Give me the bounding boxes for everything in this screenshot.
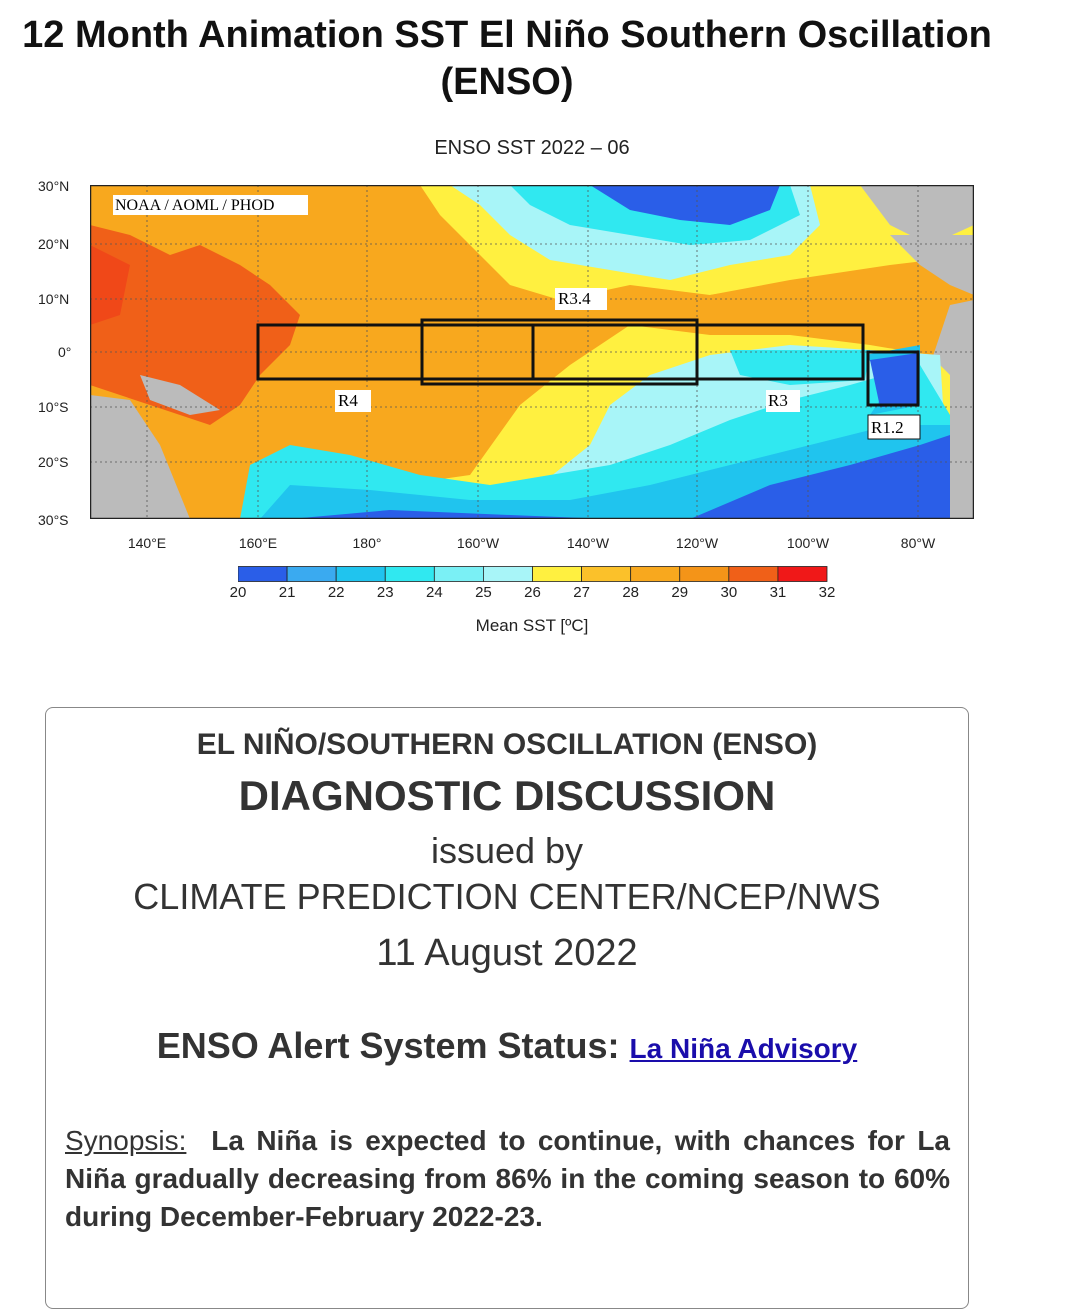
colorbar-tick: 23 — [376, 584, 394, 601]
lat-label: 30°N — [38, 178, 70, 194]
colorbar-tick: 31 — [769, 584, 787, 601]
colorbar-segment — [238, 566, 288, 582]
colorbar-segment — [630, 566, 681, 582]
colorbar-tick: 24 — [425, 584, 443, 601]
lat-label: 20°S — [38, 454, 69, 470]
colorbar-tick: 20 — [229, 584, 247, 601]
la-nina-advisory-link[interactable]: La Niña Advisory — [629, 1033, 858, 1064]
region-label-r34: R3.4 — [558, 289, 591, 308]
credit-label: NOAA / AOML / PHOD — [115, 197, 274, 214]
colorbar-segment — [335, 566, 386, 582]
lon-label: 120°W — [675, 535, 719, 551]
colorbar-segment — [384, 566, 435, 582]
card-heading: EL NIÑO/SOUTHERN OSCILLATION (ENSO) — [196, 728, 818, 761]
region-box-r34 — [420, 318, 699, 386]
region-label-r3: R3 — [768, 391, 788, 410]
colorbar-segment — [286, 566, 337, 582]
colorbar-segment — [532, 566, 582, 582]
colorbar-tick: 22 — [327, 584, 345, 601]
colorbar-segment — [728, 566, 779, 582]
synopsis: Synopsis: La Niña is expected to continu… — [65, 1122, 950, 1236]
colorbar-tick: 21 — [278, 584, 296, 601]
colorbar-tick: 29 — [671, 584, 689, 601]
lon-label: 160°E — [238, 535, 278, 551]
lat-label: 20°N — [38, 236, 70, 252]
colorbar-segment — [483, 566, 533, 582]
colorbar-tick: 30 — [720, 584, 738, 601]
synopsis-text: La Niña is expected to continue, with ch… — [65, 1125, 950, 1232]
colorbar-tick: 28 — [622, 584, 639, 601]
lon-label: 140°E — [127, 535, 167, 551]
lon-label: 80°W — [900, 535, 936, 551]
colorbar-segment — [679, 566, 730, 582]
colorbar-segment — [433, 566, 484, 582]
alert-status: ENSO Alert System Status: La Niña Adviso… — [45, 1025, 969, 1067]
colorbar-segment — [777, 566, 828, 582]
lon-label: 140°W — [566, 535, 610, 551]
colorbar-tick: 26 — [524, 584, 541, 601]
lat-label: 0° — [58, 344, 72, 360]
lon-label: 100°W — [786, 535, 830, 551]
lon-label: 160°W — [456, 535, 500, 551]
figure-title: ENSO SST 2022 – 06 — [434, 137, 630, 159]
colorbar — [238, 566, 828, 582]
lat-label: 10°S — [38, 399, 69, 415]
region-label-r4: R4 — [338, 391, 358, 410]
alert-label: ENSO Alert System Status: — [156, 1025, 620, 1066]
issued-by: issued by — [430, 830, 584, 871]
synopsis-label[interactable]: Synopsis: — [65, 1125, 187, 1156]
colorbar-segment — [581, 566, 632, 582]
sst-map: NOAA / AOML / PHOD R4 R3.4 R3 R1.2 — [90, 185, 974, 519]
issue-date: 11 August 2022 — [376, 932, 638, 974]
colorbar-tick: 32 — [818, 584, 836, 601]
region-box-r12 — [866, 350, 920, 407]
lat-label: 30°S — [38, 512, 69, 528]
colorbar-label: Mean SST [ºC] — [475, 616, 589, 635]
region-box-r3 — [531, 323, 865, 381]
colorbar-tick: 27 — [573, 584, 590, 601]
region-label-r12: R1.2 — [871, 418, 904, 437]
lon-label: 180° — [352, 535, 382, 551]
page-title: 12 Month Animation SST El Niño Southern … — [22, 14, 992, 103]
colorbar-tick: 25 — [475, 584, 492, 601]
lat-label: 10°N — [38, 291, 70, 307]
issuer: CLIMATE PREDICTION CENTER/NCEP/NWS — [133, 876, 881, 917]
card-title: DIAGNOSTIC DISCUSSION — [238, 772, 776, 819]
